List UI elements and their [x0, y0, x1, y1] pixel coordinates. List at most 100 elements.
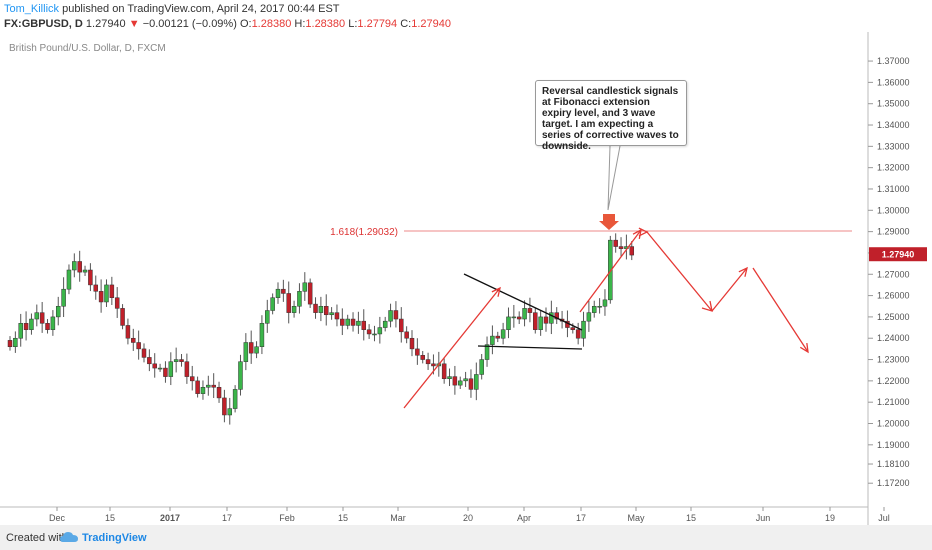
time-tick-label: 20 [463, 513, 473, 523]
candle [516, 311, 522, 325]
candle-body [238, 361, 243, 390]
candle-body [291, 305, 297, 313]
candle-body [474, 374, 479, 390]
candle-body [34, 312, 40, 320]
candle [479, 354, 484, 380]
fib-level-label: 1.618(1.29032) [330, 227, 398, 238]
candle [109, 276, 115, 306]
candle [484, 336, 490, 367]
candle-body [377, 327, 383, 335]
price-tick-label: 1.27000 [877, 269, 910, 279]
candle-body [243, 342, 249, 362]
candle-body [281, 288, 286, 294]
callout-pointer [607, 145, 621, 211]
price-tick-label: 1.34000 [877, 120, 910, 130]
candle-body [457, 380, 463, 386]
wave-arrow-head [799, 342, 809, 354]
candle-body [516, 316, 522, 320]
price-tick-label: 1.35000 [877, 99, 910, 109]
candle-body [114, 297, 120, 309]
candle-body [597, 305, 602, 308]
candle [34, 304, 40, 327]
candle [243, 333, 249, 371]
candle [29, 313, 34, 335]
wave-arrow-line [403, 287, 501, 409]
candle-body [382, 320, 388, 328]
created-with-text: Created with [6, 532, 68, 544]
candle [286, 281, 291, 324]
time-axis[interactable]: Dec 15 2017 17 Feb 15 Mar 20 Apr 17 May 15 Jun 19 Jul [49, 507, 890, 523]
time-tick-label: 15 [686, 513, 696, 523]
last-price-badge-label: 1.27940 [882, 250, 915, 260]
candle [265, 299, 270, 333]
candle [173, 347, 179, 373]
publish-line: Tom_Killick published on TradingView.com… [4, 3, 340, 15]
tradingview-logo[interactable]: TradingView [82, 532, 147, 544]
time-tick-label: Mar [390, 513, 406, 523]
candle-body [93, 284, 99, 292]
candle-body [120, 308, 125, 326]
candle-body [200, 387, 206, 394]
candle-body [23, 323, 29, 330]
candle [227, 397, 233, 425]
candle [45, 319, 50, 334]
candle-body [55, 305, 61, 318]
candle [404, 326, 409, 344]
candle [136, 330, 141, 360]
chart-header: Tom_Killick published on TradingView.com… [0, 0, 932, 32]
price-tick-label: 1.18100 [877, 459, 910, 469]
candle [147, 349, 152, 372]
candle-body [484, 344, 490, 360]
candle-body [399, 318, 404, 333]
candle-body [570, 327, 576, 330]
price-chart[interactable]: British Pound/U.S. Dollar, D, FXCM 1.618… [0, 32, 932, 525]
candle-body [479, 359, 484, 375]
candle-body [447, 376, 452, 379]
candle [425, 352, 431, 370]
author-link[interactable]: Tom_Killick [4, 3, 60, 15]
candle-body [608, 239, 613, 301]
wave-arrow-line [711, 267, 748, 312]
time-tick-label: 15 [105, 513, 115, 523]
candle-body [13, 337, 18, 348]
time-tick-label: Feb [279, 513, 295, 523]
candle-body [345, 318, 350, 326]
time-tick-label: May [627, 513, 645, 523]
low-value: 1.27794 [357, 18, 398, 30]
candle-body [18, 323, 23, 339]
candle [591, 300, 597, 318]
candle [248, 330, 254, 364]
candle [254, 341, 259, 359]
candle [441, 358, 447, 384]
candle-body [586, 312, 592, 322]
candle-body [307, 282, 313, 305]
candle-body [463, 378, 468, 382]
candle [533, 308, 538, 334]
candle [168, 352, 174, 386]
candle [490, 325, 495, 355]
price-tick-label: 1.33000 [877, 141, 910, 151]
candle-body [549, 312, 554, 324]
candle-body [82, 269, 88, 273]
candle [468, 369, 474, 398]
candle-body [361, 320, 367, 330]
candle-body [452, 376, 458, 386]
candle [549, 300, 554, 335]
price-tick-label: 1.21000 [877, 397, 910, 407]
candle [18, 313, 23, 347]
price-axis[interactable]: 1.37000 1.36000 1.35000 1.34000 1.33000 1.320… [868, 56, 927, 488]
candle-body [404, 331, 409, 339]
candle-body [495, 335, 501, 339]
candle-body [104, 284, 109, 303]
candle-body [575, 329, 581, 339]
candle [382, 316, 388, 332]
candle [131, 328, 136, 351]
candle [55, 296, 61, 326]
price-tick-label: 1.23000 [877, 355, 910, 365]
candle [275, 282, 281, 304]
high-value: 1.28380 [305, 18, 346, 30]
candle-body [334, 312, 340, 320]
candle [77, 250, 82, 282]
candles [7, 233, 635, 425]
candle [313, 297, 318, 319]
